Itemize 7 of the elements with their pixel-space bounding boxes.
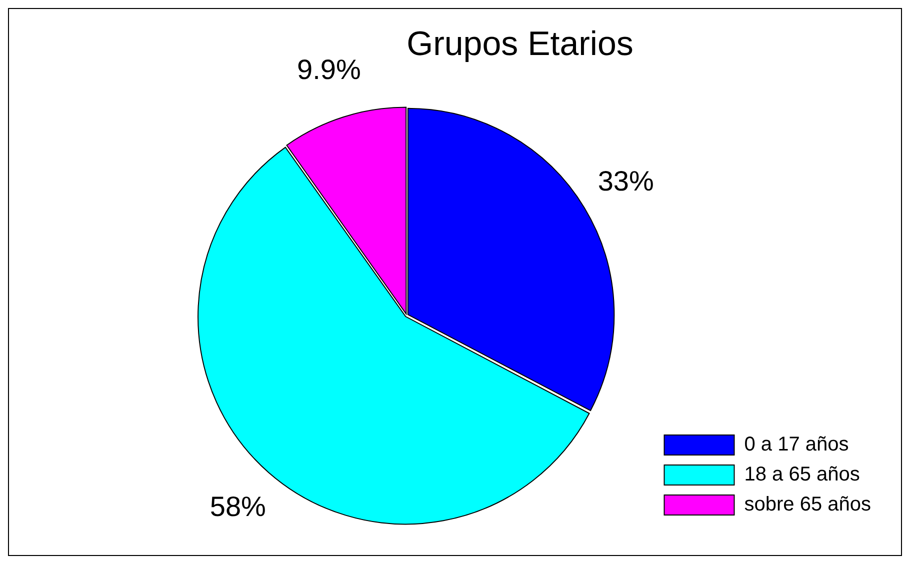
legend-label: sobre 65 años: [744, 494, 872, 516]
data-label: 33%: [598, 166, 654, 197]
data-label: 9.9%: [297, 54, 361, 86]
data-label: 58%: [210, 490, 266, 522]
chart-title: Grupos Etarios: [406, 24, 634, 63]
legend-label: 0 a 17 años: [744, 434, 849, 456]
legend-label: 18 a 65 años: [744, 464, 860, 486]
